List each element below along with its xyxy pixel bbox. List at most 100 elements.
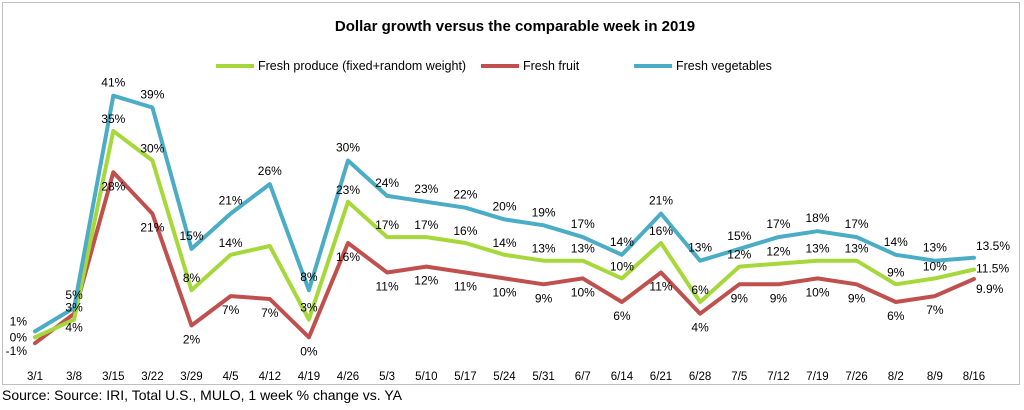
chart-frame (2, 2, 1020, 385)
data-label-1-20: 10% (805, 285, 829, 299)
data-label-2-10: 23% (414, 182, 438, 196)
data-label-0-24: 11.5% (976, 262, 1009, 276)
data-label-0-16: 16% (649, 224, 673, 238)
series-line-0 (33, 129, 976, 340)
x-tick-label: 6/7 (575, 371, 591, 383)
data-label-2-16: 21% (649, 194, 673, 208)
data-label-2-6: 26% (258, 164, 282, 178)
data-label-1-17: 4% (691, 321, 709, 335)
data-label-1-16: 11% (649, 280, 672, 294)
x-tick-label: 3/1 (27, 371, 43, 383)
data-label-1-11: 11% (454, 280, 477, 294)
data-label-0-12: 14% (492, 236, 516, 250)
data-label-1-15: 6% (613, 309, 631, 323)
data-label-1-3: 21% (140, 221, 164, 235)
data-label-0-7: 3% (300, 301, 318, 315)
legend: Fresh produce (fixed+random weight) Fresh… (216, 59, 772, 73)
data-labels: 0% 3% 35% 30% 8% 14% 3% 23% 17% 17% 16% 14% 13% 13% 10… (6, 76, 1011, 359)
data-label-2-2: 41% (101, 76, 125, 90)
data-label-2-0: 1% (10, 314, 28, 328)
data-label-1-0: -1% (6, 344, 28, 358)
data-label-2-3: 39% (140, 88, 164, 102)
data-label-2-20: 18% (805, 211, 829, 225)
data-label-1-23: 7% (926, 303, 944, 317)
source-note: Source: Source: IRI, Total U.S., MULO, 1… (2, 387, 402, 403)
legend-label-2: Fresh vegetables (676, 59, 772, 73)
data-label-2-1: 5% (65, 288, 83, 302)
x-tick-label: 4/26 (337, 371, 359, 383)
line-chart: Dollar growth versus the comparable week… (6, 18, 1011, 383)
x-tick-label: 5/3 (379, 371, 395, 383)
x-tick-label: 4/12 (259, 371, 281, 383)
x-tick-label: 5/10 (415, 371, 437, 383)
data-label-1-14: 10% (571, 285, 595, 299)
data-label-2-4: 15% (179, 229, 203, 243)
legend-label-1: Fresh fruit (523, 59, 580, 73)
data-label-1-10: 12% (414, 274, 438, 288)
data-label-0-10: 17% (414, 218, 438, 232)
x-tick-label: 5/31 (532, 371, 554, 383)
data-label-2-14: 17% (571, 217, 595, 231)
series-line-2 (33, 93, 976, 334)
data-label-2-9: 24% (375, 176, 399, 190)
series-line-1 (33, 170, 976, 346)
data-label-1-19: 9% (770, 291, 788, 305)
x-tick-label: 8/2 (888, 371, 904, 383)
data-label-0-4: 8% (183, 271, 201, 285)
data-label-0-23: 10% (923, 259, 947, 273)
data-label-2-22: 14% (884, 235, 908, 249)
data-label-2-5: 21% (219, 194, 243, 208)
data-label-0-0: 0% (10, 330, 28, 344)
chart-title: Dollar growth versus the comparable week… (335, 18, 695, 35)
x-tick-label: 4/19 (298, 371, 320, 383)
x-tick-label: 7/5 (731, 371, 747, 383)
data-label-1-12: 10% (492, 285, 516, 299)
x-tick-label: 7/19 (806, 371, 828, 383)
data-label-1-6: 7% (261, 306, 279, 320)
x-tick-label: 8/16 (963, 371, 985, 383)
data-label-0-15: 10% (610, 259, 634, 273)
data-label-1-18: 9% (731, 291, 749, 305)
data-label-1-1: 4% (65, 321, 83, 335)
x-tick-label: 3/15 (102, 371, 124, 383)
data-label-1-5: 7% (222, 303, 240, 317)
x-tick-label: 6/14 (611, 371, 634, 383)
x-tick-label: 3/8 (66, 371, 82, 383)
x-tick-label: 3/22 (141, 371, 163, 383)
data-label-0-8: 23% (336, 183, 360, 197)
data-label-2-12: 20% (492, 199, 516, 213)
x-tick-label: 5/17 (454, 371, 476, 383)
data-label-2-7: 8% (300, 270, 318, 284)
x-tick-label: 4/5 (223, 371, 239, 383)
data-label-0-14: 13% (571, 242, 595, 256)
data-label-2-11: 22% (453, 188, 477, 202)
data-label-2-8: 30% (336, 141, 360, 155)
data-label-2-15: 14% (610, 235, 634, 249)
x-axis-ticks: 3/1 3/8 3/15 3/22 3/29 4/5 4/12 4/19 4/26 5/3 5/10… (27, 371, 985, 383)
data-label-0-9: 17% (375, 218, 399, 232)
data-label-0-17: 6% (691, 283, 709, 297)
data-label-0-2: 35% (101, 112, 125, 126)
data-label-2-13: 19% (532, 205, 556, 219)
data-label-2-19: 17% (766, 217, 790, 231)
x-tick-label: 5/24 (493, 371, 516, 383)
data-label-2-23: 13% (923, 241, 947, 255)
x-tick-label: 3/29 (180, 371, 202, 383)
x-tick-label: 7/26 (845, 371, 867, 383)
data-label-0-13: 13% (532, 242, 556, 256)
legend-label-0: Fresh produce (fixed+random weight) (258, 59, 466, 73)
data-label-1-4: 2% (183, 333, 201, 347)
data-label-1-22: 6% (887, 309, 905, 323)
data-label-2-17: 13% (688, 241, 712, 255)
data-label-2-18: 15% (727, 229, 751, 243)
x-tick-label: 8/9 (927, 371, 943, 383)
x-tick-label: 7/12 (767, 371, 789, 383)
data-label-2-24: 13.5% (976, 239, 1010, 253)
data-label-1-21: 9% (848, 291, 866, 305)
series-layer (33, 93, 976, 346)
data-label-1-7: 0% (300, 344, 318, 358)
data-label-0-20: 13% (805, 242, 829, 256)
data-label-1-24: 9.9% (976, 282, 1004, 296)
data-label-0-19: 12% (766, 245, 790, 259)
x-tick-label: 6/21 (650, 371, 672, 383)
